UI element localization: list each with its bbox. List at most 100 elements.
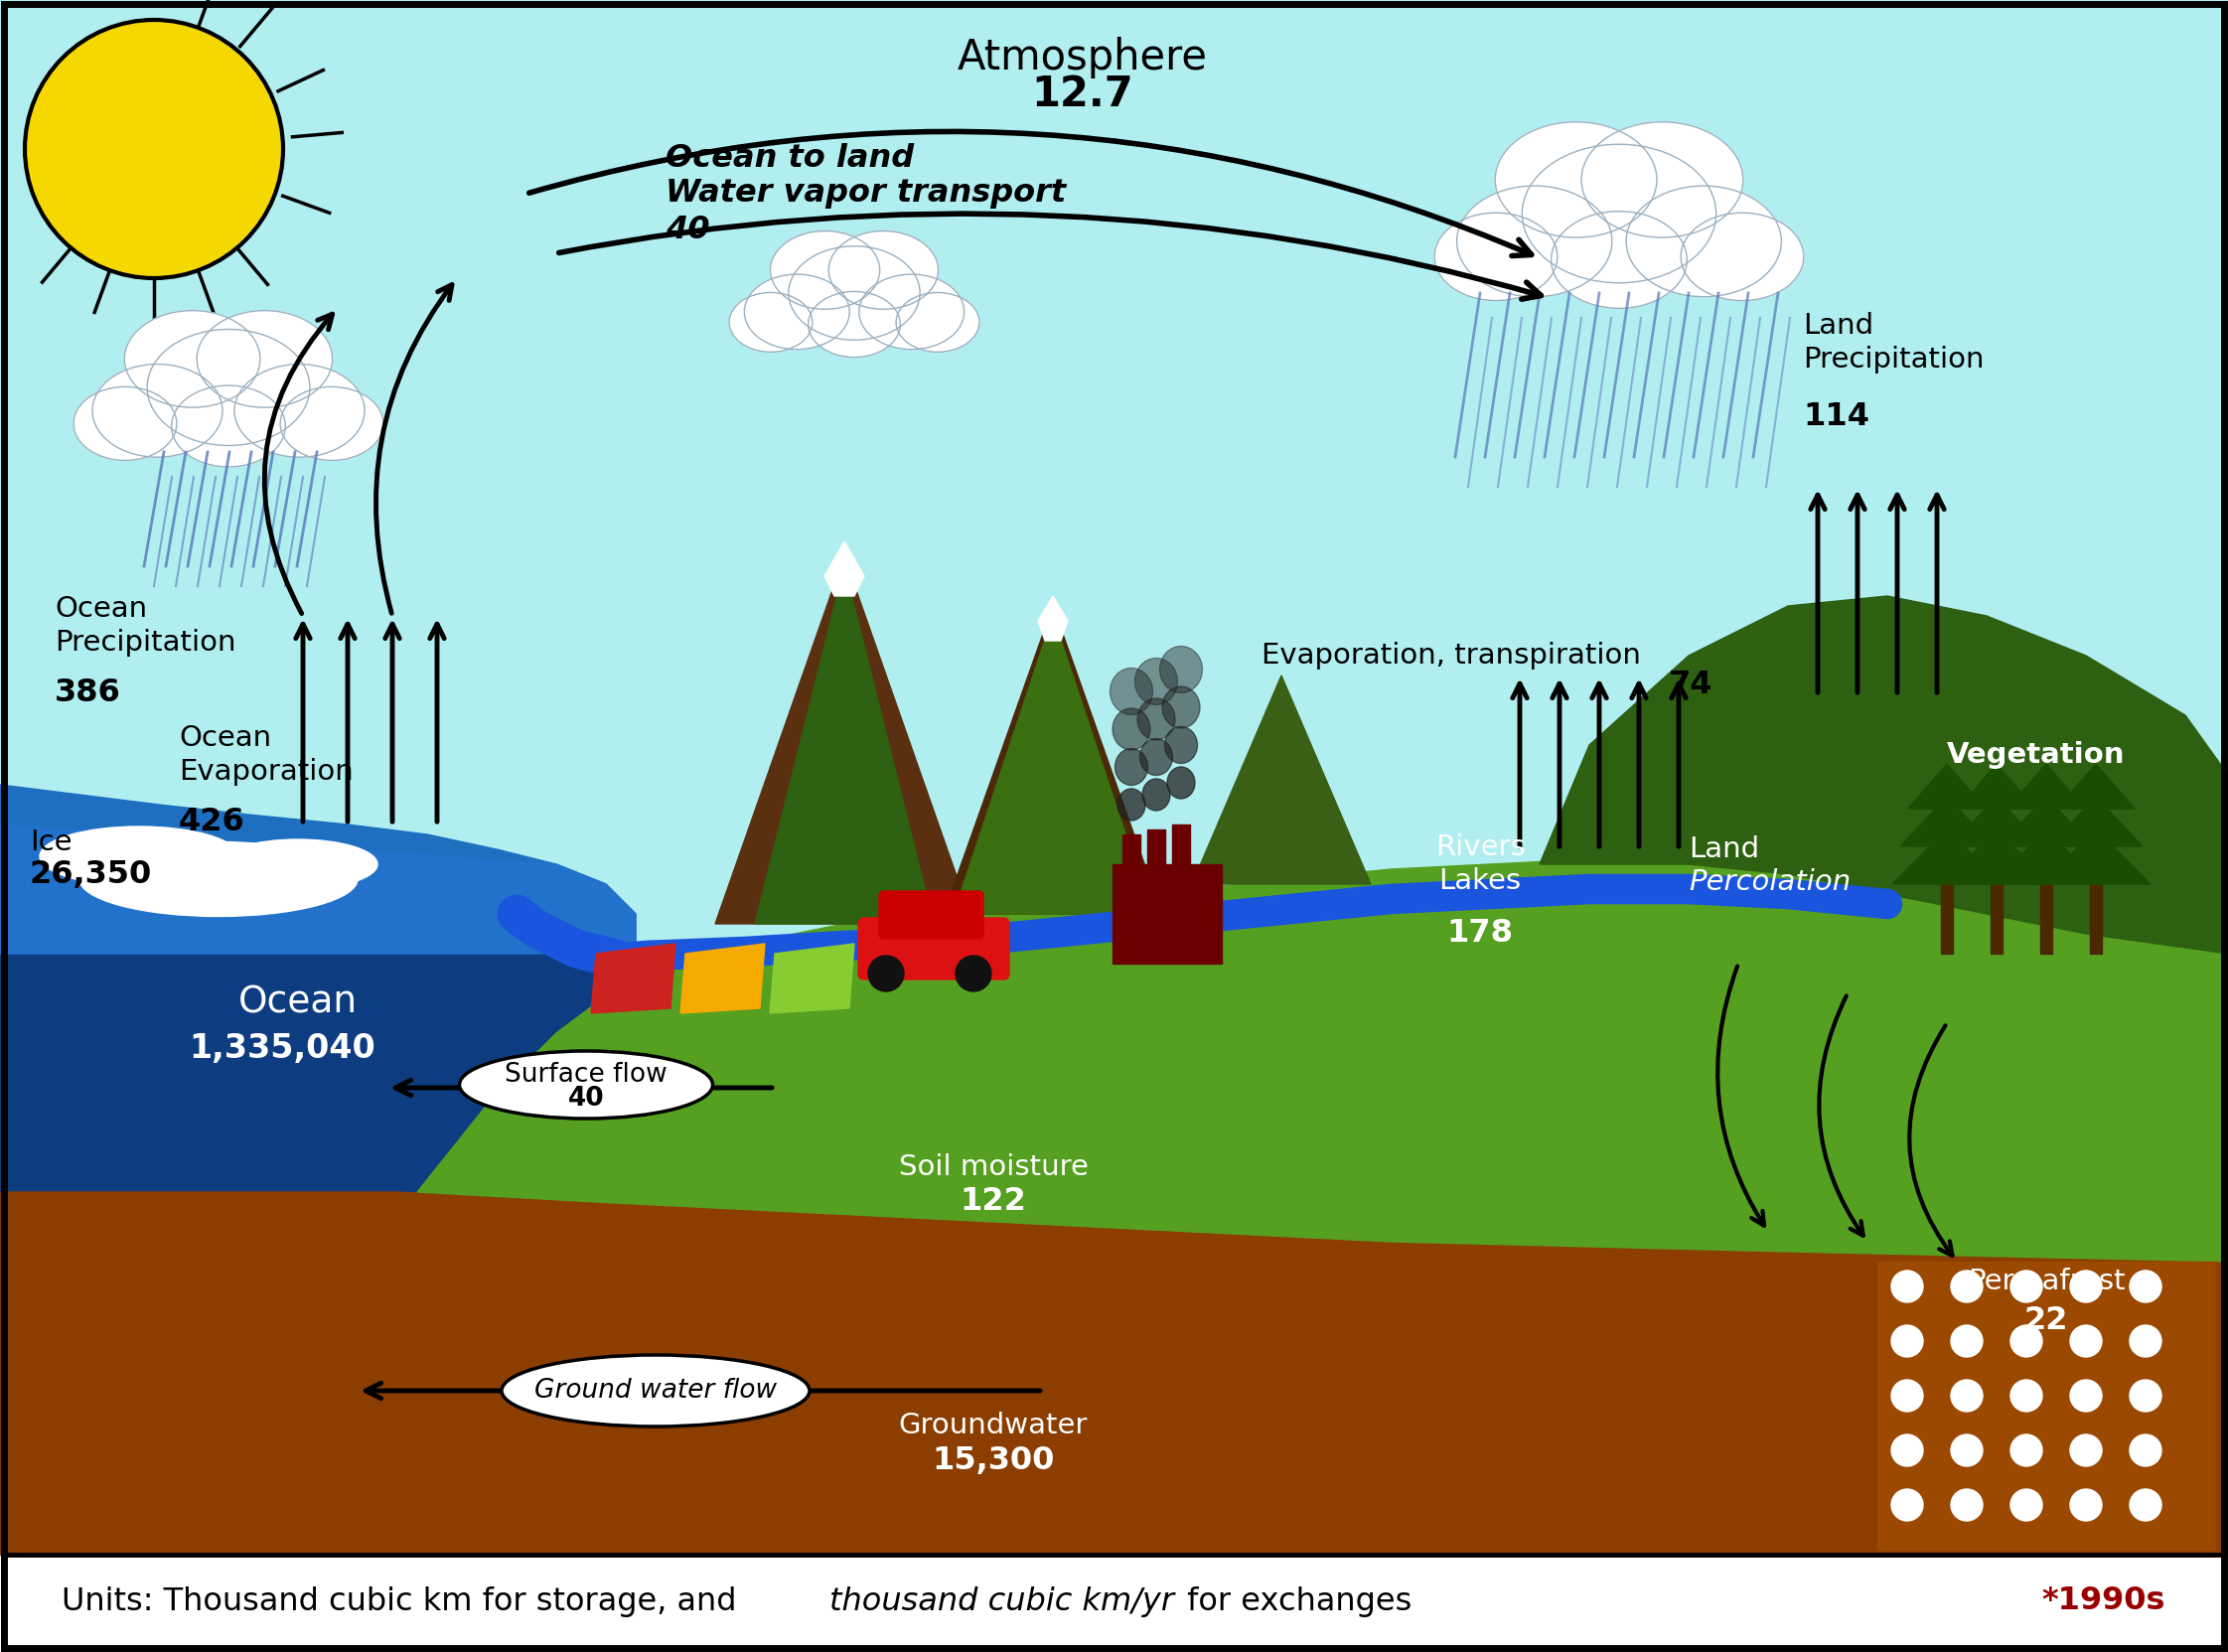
Polygon shape [1958, 763, 2036, 808]
Circle shape [2070, 1379, 2101, 1411]
Text: 40: 40 [568, 1085, 604, 1112]
Text: Ground water flow: Ground water flow [535, 1378, 778, 1404]
Polygon shape [1999, 796, 2092, 846]
Polygon shape [954, 616, 1152, 914]
Ellipse shape [1165, 727, 1196, 763]
Circle shape [2070, 1270, 2101, 1302]
Text: 12.7: 12.7 [1032, 73, 1134, 116]
Text: thousand cubic km/yr: thousand cubic km/yr [829, 1586, 1174, 1617]
Polygon shape [590, 943, 675, 1013]
Ellipse shape [459, 1051, 713, 1118]
Polygon shape [1950, 796, 2043, 846]
Polygon shape [1892, 829, 2001, 884]
Circle shape [1952, 1270, 1983, 1302]
Ellipse shape [1435, 213, 1557, 301]
Ellipse shape [789, 246, 920, 340]
Text: 15,300: 15,300 [931, 1446, 1054, 1475]
Polygon shape [2007, 763, 2085, 808]
Text: Ocean
Precipitation: Ocean Precipitation [56, 595, 236, 657]
Text: Atmosphere: Atmosphere [958, 36, 1208, 79]
Ellipse shape [1680, 213, 1805, 301]
Text: Vegetation: Vegetation [1947, 742, 2126, 768]
Polygon shape [2050, 796, 2143, 846]
Text: Water vapor transport: Water vapor transport [666, 178, 1065, 210]
Ellipse shape [829, 231, 938, 309]
Text: Soil moisture: Soil moisture [898, 1153, 1087, 1181]
Text: Permafrost: Permafrost [1967, 1267, 2126, 1295]
Circle shape [2010, 1325, 2043, 1356]
Text: 178: 178 [1446, 919, 1513, 950]
Ellipse shape [172, 385, 285, 468]
Circle shape [1892, 1488, 1923, 1521]
Ellipse shape [1582, 122, 1742, 238]
Text: 22: 22 [2023, 1305, 2068, 1336]
Polygon shape [2056, 763, 2134, 808]
Ellipse shape [729, 292, 813, 352]
Ellipse shape [125, 311, 261, 408]
Circle shape [2070, 1325, 2101, 1356]
Bar [1147, 829, 1165, 869]
Polygon shape [0, 1193, 2228, 1555]
Text: Land
Precipitation: Land Precipitation [1802, 312, 1985, 373]
Text: Percolation: Percolation [1689, 869, 1851, 895]
Bar [1112, 864, 1221, 963]
Polygon shape [680, 943, 764, 1013]
Ellipse shape [501, 1355, 809, 1426]
Ellipse shape [1551, 211, 1687, 309]
Ellipse shape [196, 311, 332, 408]
Text: Ocean to land: Ocean to land [666, 144, 913, 175]
Ellipse shape [1110, 667, 1152, 715]
Circle shape [2130, 1325, 2161, 1356]
Polygon shape [1540, 596, 2228, 953]
Text: 426: 426 [178, 808, 245, 838]
Ellipse shape [1112, 709, 1150, 750]
Ellipse shape [1141, 738, 1172, 775]
Polygon shape [417, 859, 2228, 1262]
Polygon shape [945, 606, 1163, 914]
Circle shape [2010, 1488, 2043, 1521]
Circle shape [956, 955, 991, 991]
Text: Surface flow: Surface flow [506, 1062, 668, 1087]
Text: 40: 40 [666, 215, 711, 246]
Bar [2090, 884, 2101, 953]
Ellipse shape [147, 329, 310, 446]
Ellipse shape [234, 363, 365, 458]
Polygon shape [1943, 829, 2052, 884]
Text: Rivers
Lakes: Rivers Lakes [1435, 833, 1526, 895]
Circle shape [1892, 1379, 1923, 1411]
Text: 26,350: 26,350 [29, 859, 152, 889]
Circle shape [1952, 1325, 1983, 1356]
Bar [2041, 884, 2052, 953]
Bar [1172, 824, 1190, 869]
Text: for exchanges: for exchanges [1176, 1586, 1413, 1617]
Polygon shape [1038, 596, 1067, 641]
FancyBboxPatch shape [858, 919, 1009, 980]
Ellipse shape [771, 231, 880, 309]
Ellipse shape [218, 839, 377, 889]
Circle shape [1892, 1325, 1923, 1356]
Circle shape [1952, 1488, 1983, 1521]
Text: 74: 74 [1669, 671, 1713, 700]
Circle shape [2130, 1488, 2161, 1521]
Ellipse shape [1163, 687, 1201, 729]
Text: 1,335,040: 1,335,040 [189, 1031, 374, 1064]
Bar [1990, 884, 2003, 953]
Ellipse shape [1114, 748, 1147, 785]
Text: 114: 114 [1802, 401, 1869, 433]
Ellipse shape [1626, 187, 1782, 297]
Ellipse shape [1161, 646, 1203, 692]
Text: 122: 122 [960, 1186, 1027, 1218]
FancyBboxPatch shape [880, 890, 983, 938]
Polygon shape [1900, 796, 1994, 846]
Circle shape [2130, 1434, 2161, 1467]
Text: Ice: Ice [29, 829, 71, 856]
Circle shape [869, 955, 905, 991]
Circle shape [2070, 1434, 2101, 1467]
Text: Land: Land [1689, 836, 1760, 864]
Ellipse shape [860, 274, 965, 349]
Ellipse shape [1143, 778, 1170, 811]
Ellipse shape [1118, 788, 1145, 821]
Polygon shape [0, 824, 635, 953]
Circle shape [1892, 1434, 1923, 1467]
Ellipse shape [809, 291, 900, 357]
